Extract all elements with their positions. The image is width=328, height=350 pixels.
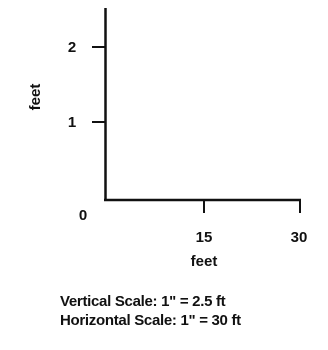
horizontal-scale-note: Horizontal Scale: 1" = 30 ft	[60, 311, 328, 330]
vertical-scale-note: Vertical Scale: 1" = 2.5 ft	[60, 292, 328, 311]
y-tick-label-2: 2	[68, 39, 76, 56]
vertical-scale-value: 1" = 2.5 ft	[161, 293, 226, 310]
y-tick-label-0: 0	[79, 207, 87, 224]
x-axis-label: feet	[191, 253, 218, 270]
x-tick-label-15: 15	[196, 229, 213, 246]
horizontal-scale-label: Horizontal Scale:	[60, 312, 177, 329]
horizontal-scale-value: 1" = 30 ft	[180, 312, 241, 329]
y-tick-label-1: 1	[68, 114, 76, 131]
vertical-scale-label: Vertical Scale:	[60, 293, 158, 310]
scale-notes: Vertical Scale: 1" = 2.5 ft Horizontal S…	[60, 292, 328, 330]
y-axis-label: feet	[27, 84, 44, 111]
axes-diagram: 2 1 0 15 30 feet feet	[27, 8, 308, 270]
x-tick-label-30: 30	[291, 229, 308, 246]
